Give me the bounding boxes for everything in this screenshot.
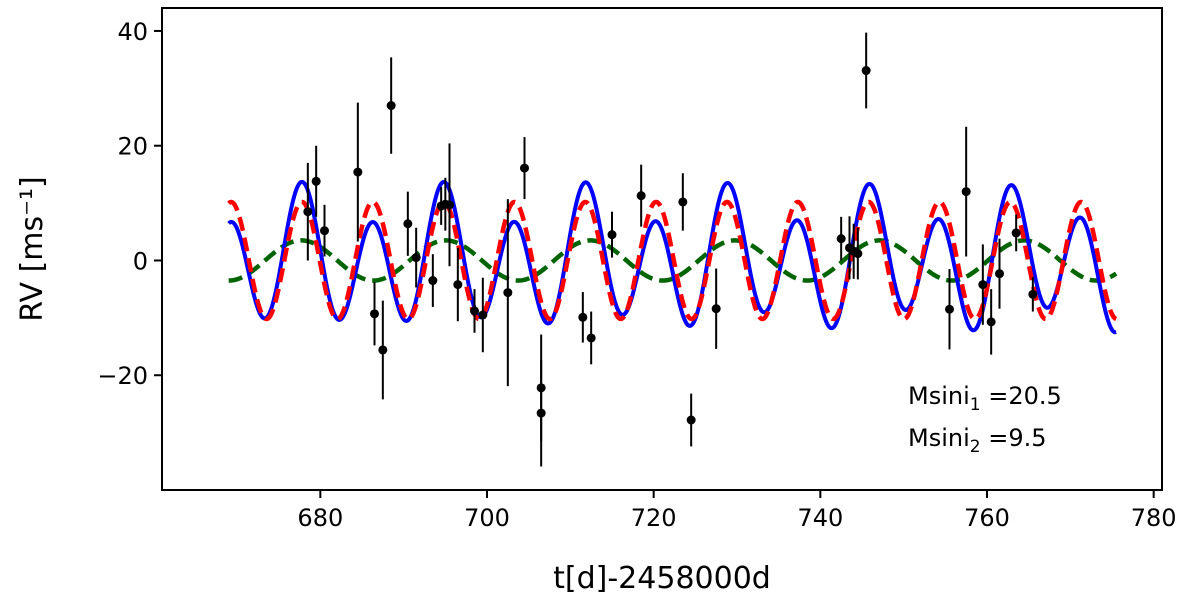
x-tick-label: 760 bbox=[964, 504, 1010, 532]
data-point bbox=[836, 216, 846, 261]
data-point bbox=[978, 244, 988, 325]
data-point bbox=[520, 137, 529, 200]
data-point bbox=[1011, 214, 1021, 252]
data-marker bbox=[370, 309, 379, 319]
data-marker bbox=[607, 230, 617, 240]
data-marker bbox=[586, 333, 596, 343]
data-marker bbox=[453, 280, 463, 290]
y-tick-label: 20 bbox=[117, 133, 148, 161]
data-point bbox=[861, 32, 871, 109]
y-axis-ticks: −20 0 20 40 bbox=[97, 18, 162, 390]
data-point bbox=[607, 211, 617, 258]
data-marker bbox=[711, 304, 721, 314]
data-point bbox=[586, 311, 596, 365]
data-point bbox=[536, 359, 546, 467]
data-marker bbox=[853, 249, 863, 259]
data-point bbox=[636, 164, 646, 227]
x-tick-label: 780 bbox=[1131, 504, 1177, 532]
x-tick-label: 740 bbox=[797, 504, 843, 532]
data-marker bbox=[978, 280, 988, 290]
data-point bbox=[370, 282, 379, 346]
data-marker bbox=[1028, 289, 1038, 299]
data-marker bbox=[503, 288, 513, 298]
y-axis-label: RV [ms⁻¹] bbox=[15, 176, 50, 321]
data-point bbox=[470, 289, 479, 333]
data-marker bbox=[445, 200, 454, 210]
plot-frame bbox=[161, 7, 1163, 491]
data-point bbox=[353, 102, 363, 242]
data-marker bbox=[961, 187, 971, 197]
data-marker bbox=[836, 234, 846, 244]
x-tick-label: 680 bbox=[297, 504, 343, 532]
data-point bbox=[961, 126, 971, 257]
data-points bbox=[303, 32, 1038, 467]
data-marker bbox=[861, 66, 871, 76]
data-marker bbox=[403, 219, 413, 229]
data-marker bbox=[636, 191, 646, 201]
data-marker bbox=[478, 310, 488, 320]
data-point bbox=[403, 191, 413, 256]
data-marker bbox=[945, 304, 954, 314]
annotations: Msini1 =20.5 Msini2 =9.5 bbox=[908, 382, 1062, 457]
x-axis-label: t[d]-2458000d bbox=[553, 561, 771, 596]
msini-annotation: Msini1 =20.5 bbox=[908, 382, 1062, 415]
data-point bbox=[853, 227, 863, 280]
data-point bbox=[678, 173, 688, 231]
data-point bbox=[1028, 277, 1038, 312]
data-point bbox=[386, 57, 396, 154]
data-marker bbox=[320, 226, 329, 236]
data-marker bbox=[678, 197, 688, 207]
data-point bbox=[686, 393, 696, 447]
y-tick-label: 0 bbox=[133, 247, 148, 275]
data-marker bbox=[536, 408, 546, 418]
data-point bbox=[478, 277, 488, 353]
data-marker bbox=[986, 317, 996, 327]
msini-annotation: Msini2 =9.5 bbox=[908, 424, 1047, 457]
data-marker bbox=[520, 163, 529, 173]
y-tick-label: 40 bbox=[117, 18, 148, 46]
data-point bbox=[411, 227, 421, 288]
model-curves bbox=[227, 179, 1118, 335]
data-point bbox=[986, 289, 996, 355]
data-point bbox=[378, 300, 388, 400]
data-marker bbox=[411, 253, 421, 263]
data-marker bbox=[353, 167, 363, 177]
model-curve-planet-1 bbox=[227, 199, 1118, 322]
data-marker bbox=[1011, 228, 1021, 238]
data-point bbox=[453, 247, 463, 322]
data-point bbox=[711, 268, 721, 349]
x-tick-label: 720 bbox=[631, 504, 677, 532]
data-marker bbox=[995, 269, 1004, 279]
data-point bbox=[428, 254, 438, 307]
data-point bbox=[995, 238, 1004, 309]
y-tick-label: −20 bbox=[97, 362, 148, 390]
data-marker bbox=[428, 276, 438, 286]
data-point bbox=[503, 199, 513, 387]
data-point bbox=[945, 269, 954, 350]
data-marker bbox=[386, 101, 396, 111]
data-point bbox=[320, 204, 329, 257]
model-curve-total bbox=[227, 179, 1118, 335]
data-marker bbox=[686, 415, 696, 425]
data-marker bbox=[311, 176, 321, 186]
data-point bbox=[445, 143, 454, 267]
data-marker bbox=[303, 207, 313, 217]
x-axis-ticks: 680 700 720 740 760 780 bbox=[297, 490, 1177, 532]
data-marker bbox=[378, 345, 388, 355]
data-point bbox=[578, 292, 588, 343]
x-tick-label: 700 bbox=[464, 504, 510, 532]
data-marker bbox=[578, 312, 588, 322]
data-marker bbox=[470, 306, 479, 316]
data-point bbox=[311, 145, 321, 217]
data-point bbox=[303, 162, 313, 261]
